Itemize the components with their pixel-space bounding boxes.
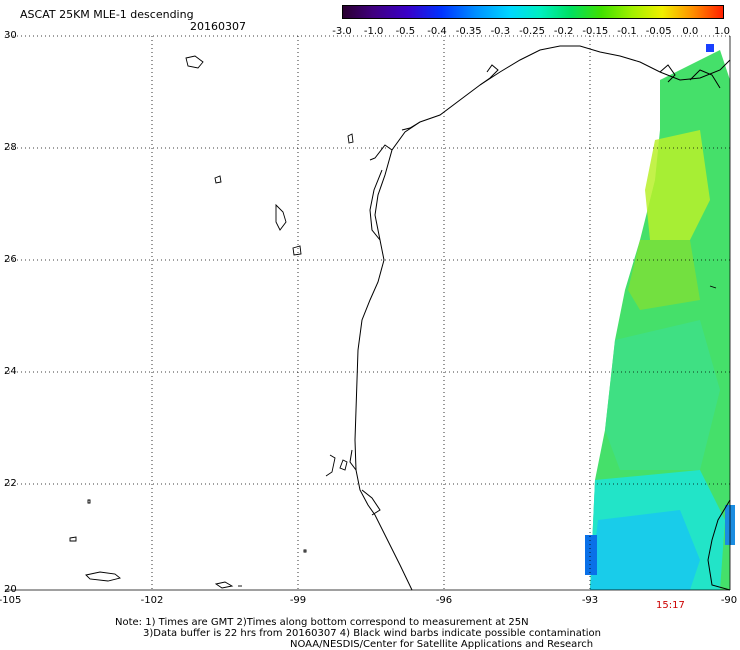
colorbar-tick-label: -0.05 [645,26,672,37]
coastline [349,45,731,591]
colorbar-tick-label: -0.3 [490,26,511,37]
longitude-labels: -105 -102 -99 -96 -93 -90 [0,595,737,606]
colorbar-tick-label: -0.4 [427,26,447,37]
colorbar-tick-label: -0.25 [519,26,545,37]
footer-note-line1: Note: 1) Times are GMT 2)Times along bot… [115,617,529,628]
lat-label-22: 22 [4,478,17,489]
latitude-labels: 30 28 26 24 22 20 [4,30,17,595]
product-date: 20160307 [190,20,246,33]
lon-label-90: -90 [721,595,737,606]
colorbar-tick-label: 1.0 [714,26,730,37]
lon-label-96: -96 [436,595,452,606]
lat-label-28: 28 [4,142,17,153]
lon-label-93: -93 [582,595,598,606]
lon-label-105: -105 [0,595,21,606]
lat-lon-grid [5,35,730,590]
footer-note-line2: 3)Data buffer is 22 hrs from 20160307 4)… [143,628,601,639]
map-frame [5,36,731,591]
lat-label-30: 30 [4,30,17,41]
colorbar-tick-label: -1.0 [363,26,384,37]
colorbar-tick-label: -0.1 [617,26,637,37]
colorbar-tick-label: -3.0 [332,26,352,37]
lon-label-99: -99 [290,595,306,606]
islands [69,55,717,589]
lon-label-102: -102 [141,595,164,606]
footer-credit: NOAA/NESDIS/Center for Satellite Applica… [290,639,594,650]
colorbar-tick-label: 0.0 [682,26,699,37]
colorbar-tick-label: -0.5 [395,26,416,37]
colorbar-tick-label: -0.35 [455,26,482,37]
colorbar-tick-label: -0.15 [582,26,609,37]
colorbar-labels: -3.0 -1.0 -0.5 -0.4 -0.35 -0.3 -0.25 -0.2 -0.15-… [330,26,730,38]
swath-data [585,44,735,590]
lat-label-26: 26 [4,254,17,265]
colorbar [342,5,724,19]
map-panel: 30 28 26 24 22 20 -105 -102 -99 -96 -93 … [0,30,737,606]
lat-label-24: 24 [4,366,17,377]
colorbar-tick-label: -0.2 [553,26,574,37]
pass-time-label: 15:17 [656,600,685,611]
lat-label-20: 20 [4,584,17,595]
product-title: ASCAT 25KM MLE-1 descending [20,8,194,21]
